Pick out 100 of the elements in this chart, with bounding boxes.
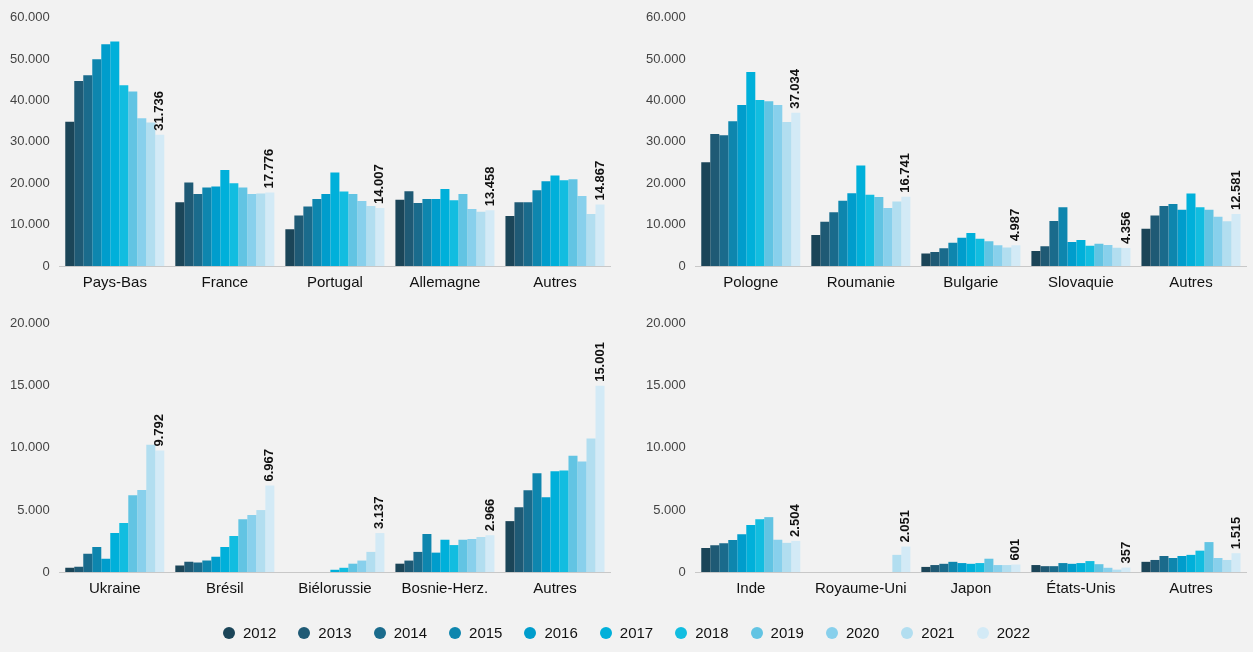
bar — [440, 189, 450, 266]
bar — [74, 81, 84, 266]
y-tick-label: 40.000 — [646, 92, 686, 108]
data-label: 14.867 — [591, 160, 607, 201]
bar — [1085, 245, 1095, 266]
bar — [764, 517, 774, 572]
bar — [229, 183, 239, 266]
bar — [820, 221, 830, 266]
bar — [755, 100, 765, 266]
bar — [348, 563, 358, 572]
bar — [993, 245, 1003, 266]
bar — [238, 187, 248, 266]
bar — [101, 558, 111, 572]
bar — [1076, 239, 1086, 266]
y-tick-label: 0 — [678, 563, 686, 579]
y-tick-label: 50.000 — [10, 50, 50, 66]
legend-label: 2013 — [318, 624, 352, 641]
y-tick-label: 5.000 — [653, 501, 686, 517]
bar — [83, 553, 93, 572]
bar — [449, 200, 459, 266]
x-tick-label: Royaume-Uni — [814, 579, 907, 597]
bar — [458, 194, 468, 266]
bar — [119, 85, 129, 266]
x-tick-label: Bulgarie — [943, 273, 999, 291]
data-label: 3.137 — [371, 496, 387, 530]
bar — [294, 215, 304, 266]
bar — [1150, 215, 1160, 266]
bar — [710, 134, 720, 266]
x-tick-label: Autres — [1169, 273, 1213, 291]
y-tick-label: 15.000 — [646, 377, 686, 393]
bar — [1094, 564, 1104, 572]
bar — [202, 560, 212, 572]
bar — [404, 191, 414, 266]
bar — [737, 105, 747, 266]
x-tick-label: France — [201, 273, 249, 291]
bar — [321, 194, 331, 266]
data-label: 601 — [1007, 538, 1023, 561]
bar — [559, 470, 569, 572]
bar — [155, 450, 165, 572]
y-tick-label: 10.000 — [10, 216, 50, 232]
bar — [883, 208, 893, 266]
x-tick-label: Bosnie-Herz. — [401, 579, 489, 597]
bar — [1103, 244, 1113, 266]
bar — [791, 540, 801, 572]
bar — [220, 546, 230, 572]
x-tick-label: Brésil — [206, 579, 244, 597]
bar — [984, 241, 994, 266]
bar — [550, 471, 560, 572]
bar — [595, 385, 605, 572]
x-tick-label: Ukraine — [88, 579, 141, 597]
bar — [577, 196, 587, 266]
bar — [1031, 565, 1041, 572]
bar — [1002, 247, 1012, 266]
bar — [312, 198, 322, 266]
bar — [1159, 555, 1169, 572]
bar — [984, 558, 994, 572]
bar — [476, 537, 486, 572]
bar — [782, 122, 792, 266]
bar — [303, 206, 313, 266]
bar — [930, 565, 940, 572]
bar — [746, 524, 756, 572]
bar — [966, 232, 976, 266]
y-tick-label: 20.000 — [646, 315, 686, 331]
bar — [948, 561, 958, 572]
bar — [467, 208, 477, 266]
bar — [1058, 563, 1068, 572]
bar — [1011, 245, 1021, 266]
bar — [1195, 550, 1205, 572]
bar — [993, 565, 1003, 572]
data-label: 12.581 — [1227, 170, 1243, 210]
data-label: 2.504 — [787, 503, 803, 537]
legend-label: 2016 — [544, 624, 578, 641]
x-tick-label: Portugal — [306, 273, 363, 291]
bar — [901, 546, 911, 572]
bar — [782, 542, 792, 572]
bar — [892, 201, 902, 266]
y-tick-label: 0 — [42, 257, 50, 273]
bar — [119, 522, 129, 572]
y-tick-label: 30.000 — [10, 133, 50, 149]
y-tick-label: 60.000 — [646, 9, 686, 25]
x-tick-label: Inde — [736, 579, 766, 597]
x-tick-label: Slovaquie — [1047, 273, 1114, 291]
bar — [856, 165, 866, 266]
bar — [440, 539, 450, 572]
data-label: 357 — [1117, 541, 1133, 564]
bar — [975, 563, 985, 572]
y-tick-label: 15.000 — [10, 377, 50, 393]
bar — [838, 200, 848, 266]
bar — [1002, 565, 1012, 572]
bar — [719, 543, 729, 572]
data-label: 31.736 — [151, 90, 167, 131]
bar — [137, 489, 147, 572]
bar — [874, 196, 884, 266]
bar — [458, 539, 468, 572]
bar — [523, 202, 533, 266]
data-label: 2.966 — [481, 498, 497, 532]
data-label: 4.356 — [1117, 211, 1133, 244]
bar — [586, 213, 596, 266]
bar — [422, 534, 432, 572]
bar — [413, 203, 423, 266]
